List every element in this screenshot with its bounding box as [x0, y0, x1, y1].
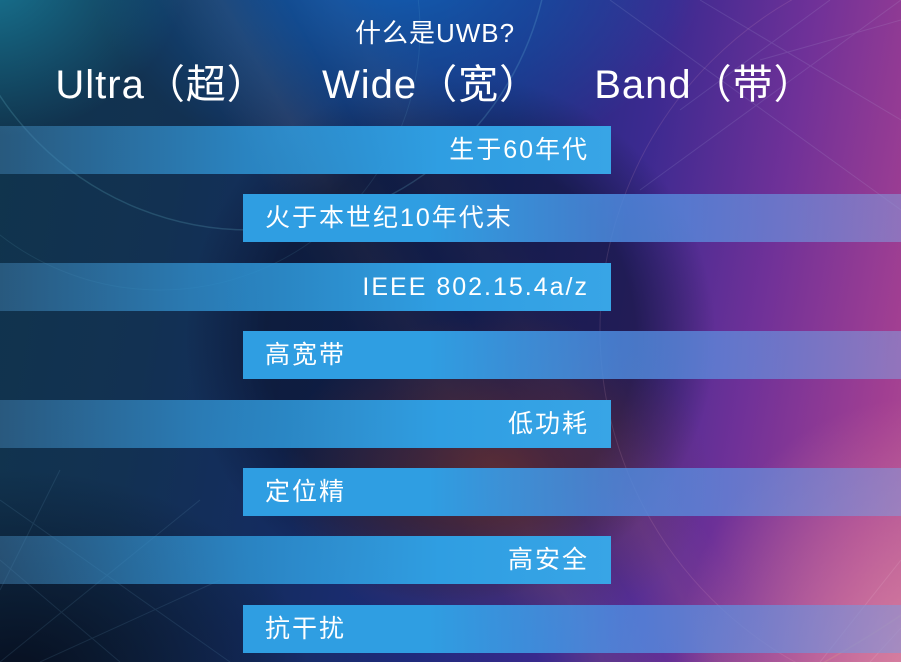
feature-bar-ieee-standard: IEEE 802.15.4a/z — [0, 263, 611, 311]
feature-bar-popular-late-2010s: 火于本世纪10年代末 — [243, 194, 901, 242]
feature-bar-born-in-60s: 生于60年代 — [0, 126, 611, 174]
slide-subtitle: Ultra（超） Wide（宽） Band（带） — [0, 52, 870, 110]
feature-bar-precise-positioning: 定位精 — [243, 468, 901, 516]
feature-bar-anti-interference: 抗干扰 — [243, 605, 901, 653]
feature-bar-high-security: 高安全 — [0, 536, 611, 584]
subtitle-word-band: Band（带） — [594, 63, 815, 107]
feature-bar-high-bandwidth: 高宽带 — [243, 331, 901, 379]
subtitle-word-wide: Wide（宽） — [321, 63, 541, 107]
subtitle-word-ultra: Ultra（超） — [55, 63, 268, 107]
feature-bar-low-power: 低功耗 — [0, 400, 611, 448]
slide-title: 什么是UWB? — [354, 18, 516, 48]
